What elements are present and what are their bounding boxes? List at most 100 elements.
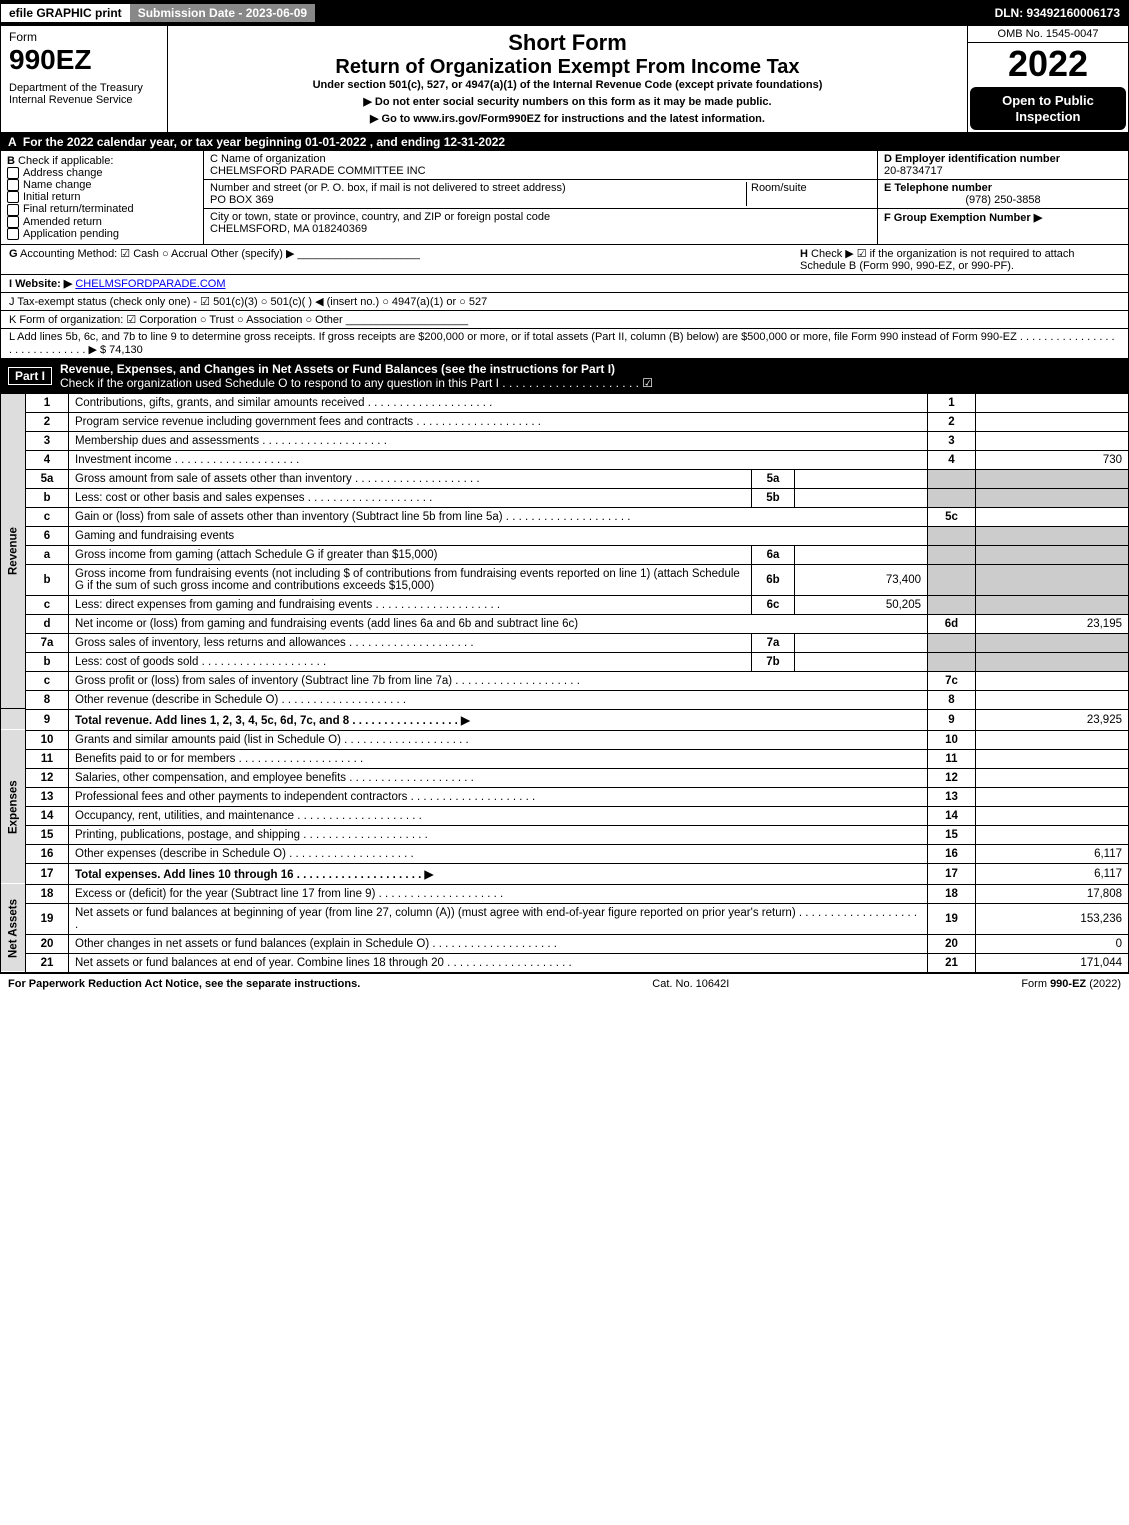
line-7c-val	[976, 671, 1129, 690]
dln: DLN: 93492160006173	[987, 4, 1128, 22]
line-6b-shade	[928, 564, 976, 595]
line-12-val	[976, 768, 1129, 787]
line-7b-iv	[795, 652, 928, 671]
line-19-val: 153,236	[976, 903, 1129, 934]
opt-final-return: Final return/terminated	[23, 203, 134, 215]
line-11-box: 11	[928, 749, 976, 768]
line-1-num: 1	[26, 393, 69, 412]
line-20-box: 20	[928, 934, 976, 953]
line-7c-desc: Gross profit or (loss) from sales of inv…	[69, 671, 928, 690]
line-5c-num: c	[26, 507, 69, 526]
revenue-spacer	[1, 709, 26, 730]
line-13-val	[976, 787, 1129, 806]
line-5a-il: 5a	[752, 469, 795, 488]
part-i-table: Revenue 1 Contributions, gifts, grants, …	[0, 393, 1129, 973]
efile-label[interactable]: efile GRAPHIC print	[1, 4, 130, 22]
line-6c-shade	[928, 595, 976, 614]
omb-number: OMB No. 1545-0047	[968, 26, 1128, 43]
line-6a-il: 6a	[752, 545, 795, 564]
line-20-desc: Other changes in net assets or fund bala…	[69, 934, 928, 953]
line-6a-num: a	[26, 545, 69, 564]
e-label: E Telephone number	[884, 182, 992, 194]
chk-application-pending[interactable]	[7, 228, 19, 240]
form-number: 990EZ	[9, 44, 159, 76]
line-6-shade	[928, 526, 976, 545]
opt-initial-return: Initial return	[23, 191, 80, 203]
c-room-label: Room/suite	[751, 182, 807, 194]
chk-initial-return[interactable]	[7, 191, 19, 203]
revenue-section-label: Revenue	[1, 393, 26, 709]
part-i-tag: Part I	[8, 367, 52, 385]
part-i-title: Revenue, Expenses, and Changes in Net As…	[60, 362, 615, 376]
line-6b-iv: 73,400	[795, 564, 928, 595]
line-9-val: 23,925	[976, 709, 1129, 730]
line-18-box: 18	[928, 884, 976, 903]
expenses-section-label: Expenses	[1, 730, 26, 884]
line-6d-val: 23,195	[976, 614, 1129, 633]
line-7a-shade	[928, 633, 976, 652]
opt-amended-return: Amended return	[23, 216, 102, 228]
line-18-num: 18	[26, 884, 69, 903]
footer: For Paperwork Reduction Act Notice, see …	[0, 973, 1129, 994]
ssn-warning: ▶ Do not enter social security numbers o…	[176, 95, 959, 108]
line-17-num: 17	[26, 863, 69, 884]
form-title: Return of Organization Exempt From Incom…	[176, 56, 959, 79]
line-20-num: 20	[26, 934, 69, 953]
line-5b-desc: Less: cost or other basis and sales expe…	[69, 488, 752, 507]
line-5a-num: 5a	[26, 469, 69, 488]
line-6d-num: d	[26, 614, 69, 633]
telephone: (978) 250-3858	[884, 194, 1122, 206]
line-5c-val	[976, 507, 1129, 526]
line-20-val: 0	[976, 934, 1129, 953]
line-12-num: 12	[26, 768, 69, 787]
goto-link[interactable]: ▶ Go to www.irs.gov/Form990EZ for instru…	[176, 112, 959, 125]
netassets-section-label: Net Assets	[1, 884, 26, 972]
public-inspection-badge: Open to Public Inspection	[970, 87, 1126, 130]
line-7a-desc: Gross sales of inventory, less returns a…	[69, 633, 752, 652]
i-label: I Website: ▶	[9, 278, 72, 290]
line-a-text: For the 2022 calendar year, or tax year …	[23, 135, 505, 149]
line-7b-shade2	[976, 652, 1129, 671]
line-21-num: 21	[26, 953, 69, 972]
line-6c-desc: Less: direct expenses from gaming and fu…	[69, 595, 752, 614]
opt-name-change: Name change	[23, 179, 92, 191]
chk-address-change[interactable]	[7, 167, 19, 179]
form-word: Form	[9, 30, 159, 44]
line-7a-iv	[795, 633, 928, 652]
line-3-desc: Membership dues and assessments	[69, 431, 928, 450]
line-4-num: 4	[26, 450, 69, 469]
dept-label: Department of the Treasury Internal Reve…	[9, 82, 159, 106]
line-5c-box: 5c	[928, 507, 976, 526]
website-link[interactable]: CHELMSFORDPARADE.COM	[75, 278, 225, 290]
line-19-num: 19	[26, 903, 69, 934]
line-i: I Website: ▶ CHELMSFORDPARADE.COM	[0, 275, 1129, 293]
line-12-desc: Salaries, other compensation, and employ…	[69, 768, 928, 787]
line-1-desc: Contributions, gifts, grants, and simila…	[69, 393, 928, 412]
line-13-num: 13	[26, 787, 69, 806]
line-16-num: 16	[26, 844, 69, 863]
line-3-box: 3	[928, 431, 976, 450]
line-14-num: 14	[26, 806, 69, 825]
k-text: K Form of organization: ☑ Corporation ○ …	[9, 314, 343, 326]
line-5b-il: 5b	[752, 488, 795, 507]
chk-amended-return[interactable]	[7, 216, 19, 228]
ein: 20-8734717	[884, 165, 943, 177]
line-7b-il: 7b	[752, 652, 795, 671]
chk-name-change[interactable]	[7, 179, 19, 191]
line-7c-num: c	[26, 671, 69, 690]
chk-final-return[interactable]	[7, 204, 19, 216]
line-5b-num: b	[26, 488, 69, 507]
line-5a-iv	[795, 469, 928, 488]
line-8-box: 8	[928, 690, 976, 709]
line-5b-shade	[928, 488, 976, 507]
line-8-desc: Other revenue (describe in Schedule O)	[69, 690, 928, 709]
line-6a-iv	[795, 545, 928, 564]
line-13-desc: Professional fees and other payments to …	[69, 787, 928, 806]
c-street-label: Number and street (or P. O. box, if mail…	[210, 182, 566, 194]
line-7a-num: 7a	[26, 633, 69, 652]
part-i-check: Check if the organization used Schedule …	[60, 376, 653, 390]
line-15-val	[976, 825, 1129, 844]
org-name: CHELMSFORD PARADE COMMITTEE INC	[210, 165, 426, 177]
line-15-box: 15	[928, 825, 976, 844]
schedule-b-check: Check ▶ ☑ if the organization is not req…	[800, 248, 1075, 272]
